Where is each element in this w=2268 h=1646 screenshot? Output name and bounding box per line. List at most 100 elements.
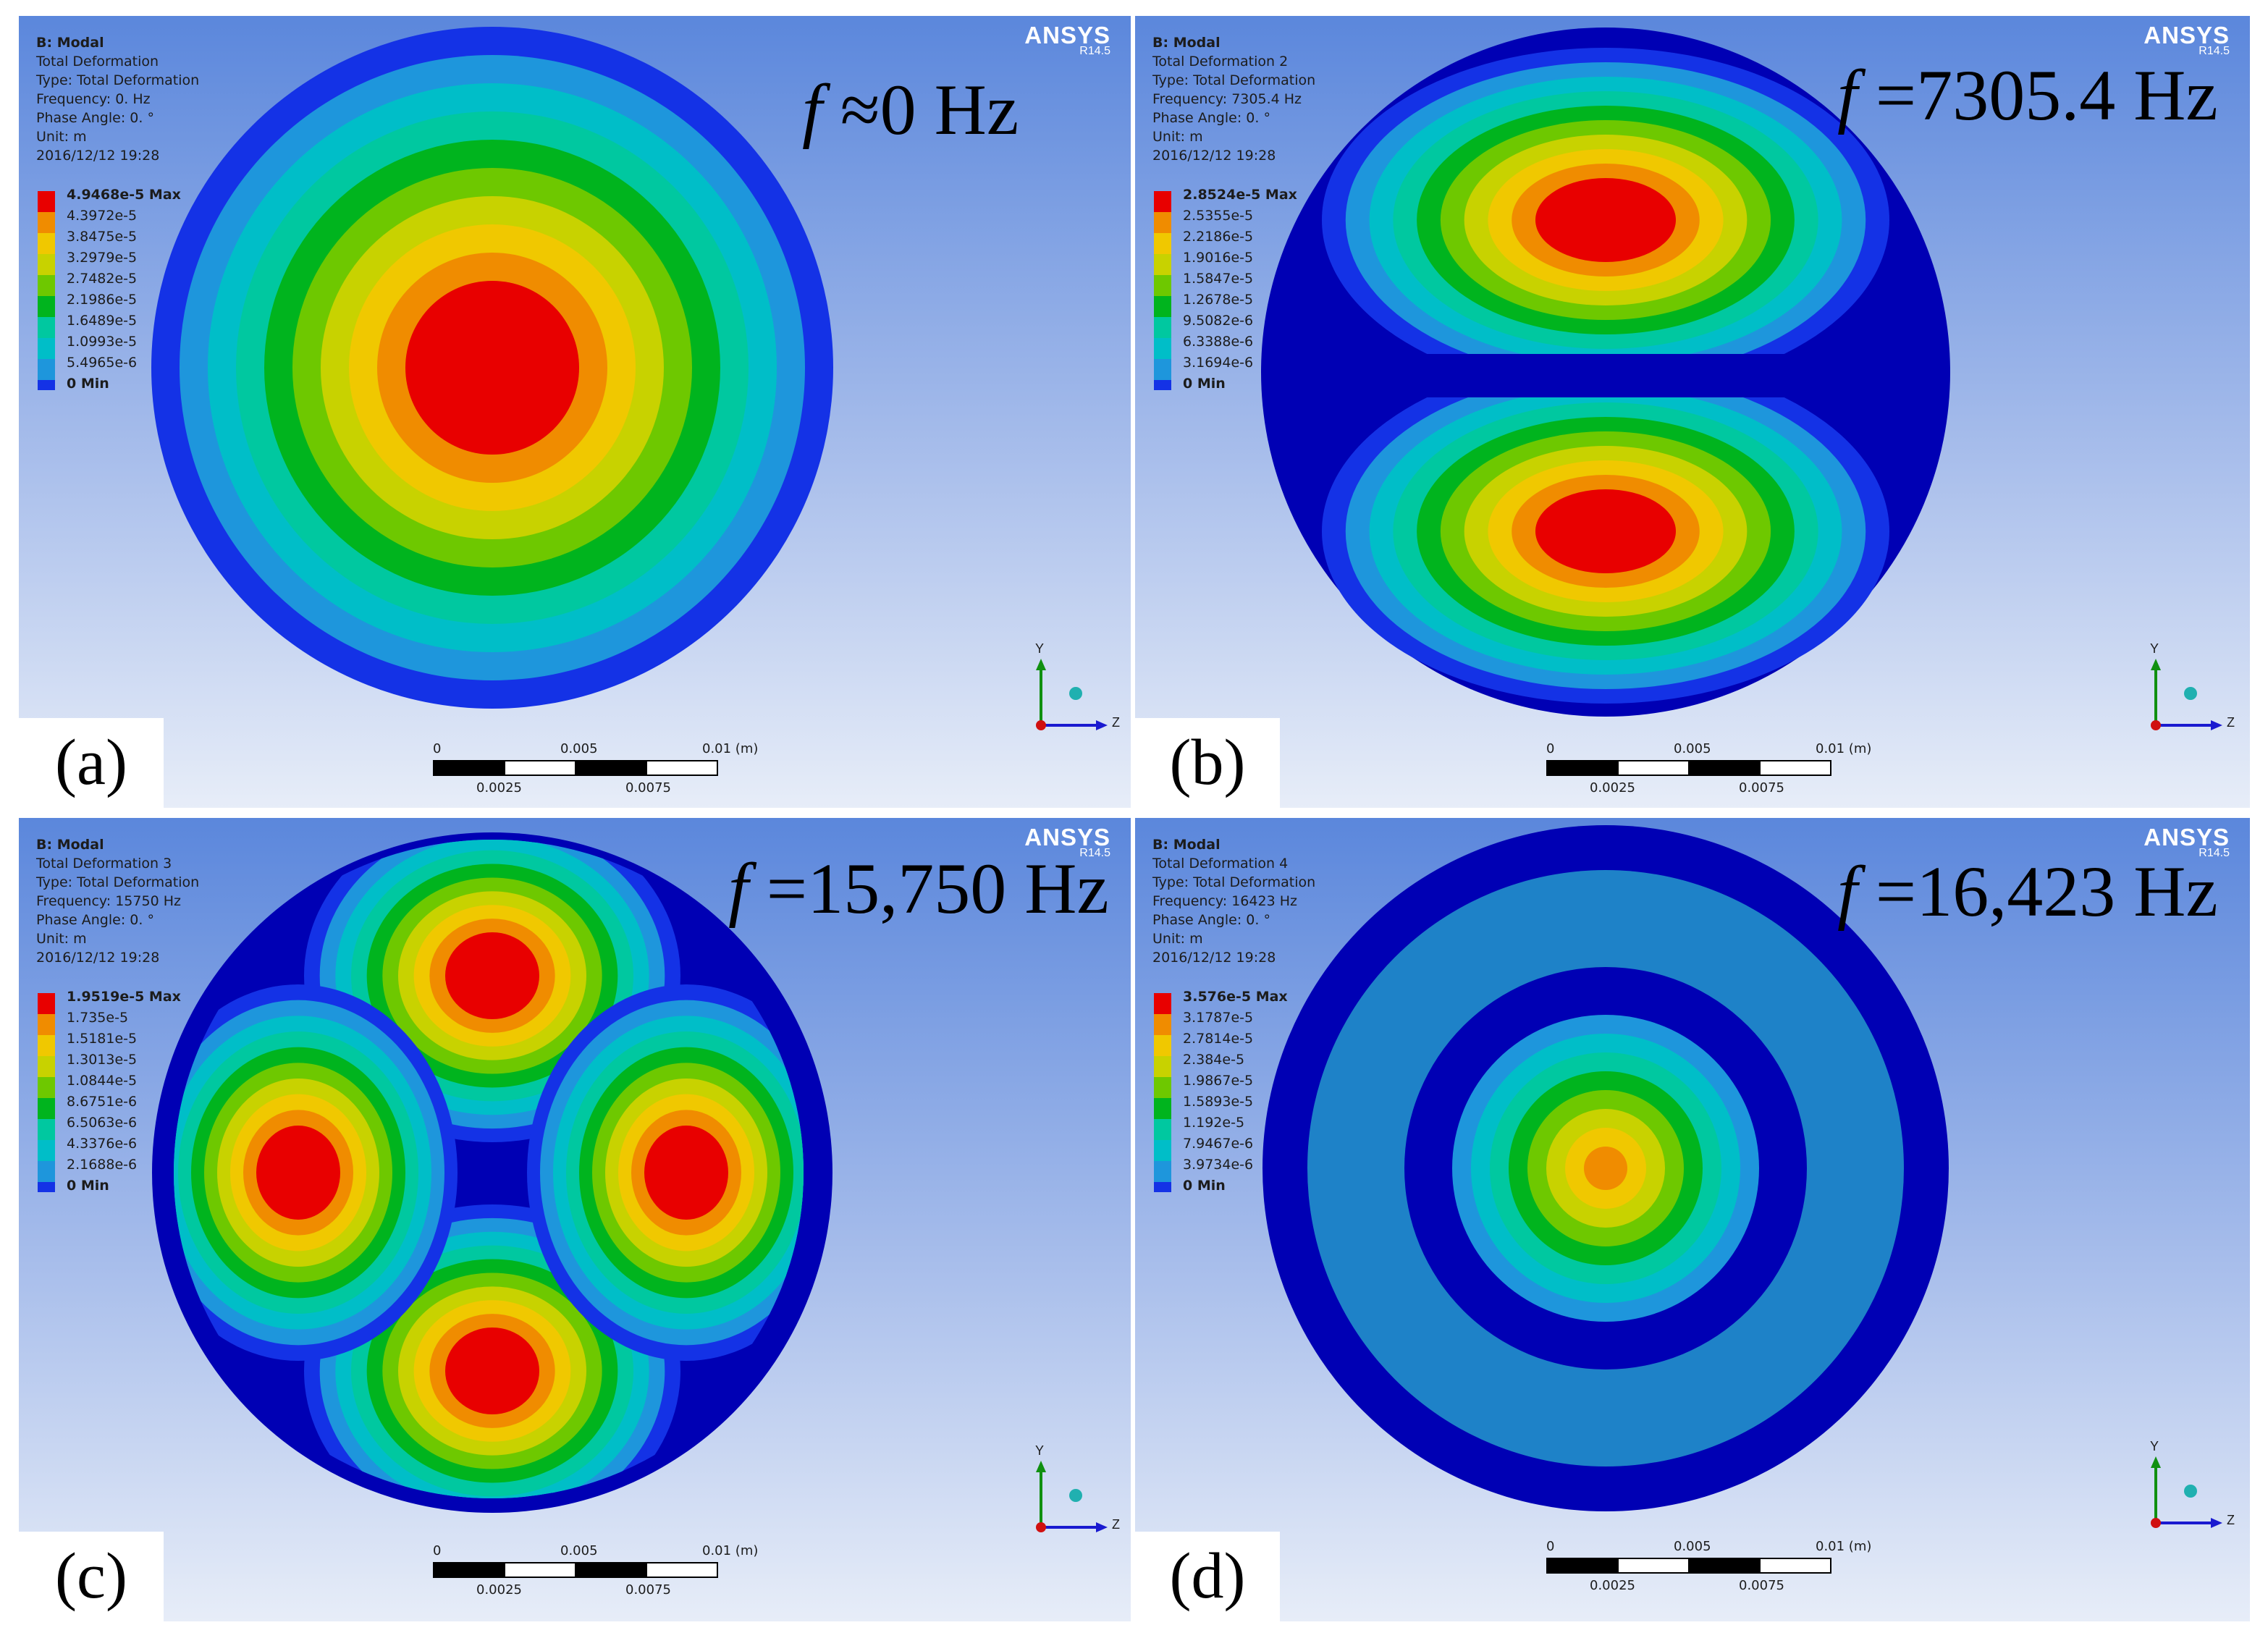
scale-bar: 0 0.005 0.01 (m) 0.0025 0.0075	[433, 741, 758, 799]
legend-label: 1.6489e-5	[67, 313, 138, 329]
legend-label: 3.9734e-6	[1183, 1157, 1254, 1173]
legend-label: 1.735e-5	[67, 1010, 129, 1026]
scale-tick-label: 0.0025	[476, 1582, 522, 1598]
legend-swatch	[1154, 1077, 1171, 1098]
triad-z-label: Z	[2227, 715, 2235, 730]
frequency-annotation: f ≈0 Hz	[802, 68, 1019, 151]
scale-segment	[575, 1562, 647, 1578]
scale-bar: 0 0.005 0.01 (m) 0.0025 0.0075	[1546, 1539, 1871, 1597]
legend-swatch	[38, 233, 55, 254]
brand-version: R14.5	[2199, 45, 2230, 57]
frequency-value: =7305.4 Hz	[1857, 55, 2218, 135]
mode-shape-a	[151, 27, 833, 709]
brand-name: ANSYS	[2143, 824, 2230, 851]
scale-tick-label: 0	[433, 1543, 442, 1558]
header-info: B: Modal Total Deformation 2 Type: Total…	[1152, 33, 1315, 165]
triad-y-label: Y	[2150, 641, 2159, 656]
result-frequency: Frequency: 15750 Hz	[36, 893, 181, 909]
legend-swatch	[38, 993, 55, 1014]
legend-swatch	[1154, 275, 1171, 296]
scale-tick-label: 0	[1546, 1539, 1555, 1554]
frequency-value: =16,423 Hz	[1857, 851, 2218, 932]
scale-segment	[504, 760, 576, 776]
mode-shape-d	[1262, 825, 1949, 1511]
legend-label: 2.384e-5	[1183, 1052, 1245, 1068]
legend-label: 0 Min	[1183, 376, 1226, 392]
legend-swatch	[38, 338, 55, 359]
frequency-symbol: f	[728, 848, 749, 929]
system-label: B: Modal	[1152, 35, 1221, 51]
legend-swatch	[38, 296, 55, 317]
legend-swatch	[38, 191, 55, 212]
triad-graphic	[1036, 659, 1108, 730]
legend-swatch	[1154, 1014, 1171, 1035]
legend-label: 2.1688e-6	[67, 1157, 138, 1173]
legend-label: 1.2678e-5	[1183, 292, 1254, 308]
scale-segment	[433, 1562, 505, 1578]
panel-tag: (d)	[1135, 1532, 1280, 1621]
legend-label: 4.3972e-5	[67, 208, 138, 224]
scale-segment	[646, 760, 718, 776]
legend-swatch	[1154, 191, 1171, 212]
brand-name: ANSYS	[1024, 22, 1110, 48]
legend-label: 9.5082e-6	[1183, 313, 1254, 329]
legend-swatch	[38, 1182, 55, 1192]
legend-label: 6.3388e-6	[1183, 334, 1254, 350]
triad-z-label: Z	[2227, 1513, 2235, 1527]
legend-label: 1.0993e-5	[67, 334, 138, 350]
scale-tick-label: 0.01 (m)	[702, 1543, 759, 1558]
date-label: 2016/12/12 19:28	[1152, 148, 1276, 164]
brand-name: ANSYS	[2143, 22, 2230, 48]
result-type: Type: Total Deformation	[1152, 72, 1316, 88]
header-info: B: Modal Total Deformation 3 Type: Total…	[36, 835, 199, 967]
scale-tick-label: 0.0075	[1739, 1578, 1784, 1593]
panel-tag: (b)	[1135, 718, 1280, 808]
panel-b: B: Modal Total Deformation 2 Type: Total…	[1135, 16, 2250, 808]
scale-segment	[1546, 760, 1619, 776]
panel-tag: (c)	[19, 1532, 164, 1621]
legend-label: 1.9867e-5	[1183, 1073, 1254, 1089]
legend-label: 2.2186e-5	[1183, 229, 1254, 245]
date-label: 2016/12/12 19:28	[36, 148, 160, 164]
legend-label: 0 Min	[67, 376, 109, 392]
frequency-symbol: f	[802, 69, 822, 150]
date-label: 2016/12/12 19:28	[1152, 950, 1276, 966]
ansys-logo: ANSYS R14.5	[2143, 22, 2230, 58]
legend-swatch	[1154, 993, 1171, 1014]
legend-swatch	[38, 1140, 55, 1161]
result-type: Type: Total Deformation	[36, 72, 200, 88]
legend-label: 3.1787e-5	[1183, 1010, 1254, 1026]
triad-z-label: Z	[1112, 1517, 1120, 1532]
triad-graphic	[1036, 1461, 1108, 1532]
legend-label: 2.5355e-5	[1183, 208, 1254, 224]
brand-version: R14.5	[1079, 847, 1110, 859]
legend-label: 6.5063e-6	[67, 1115, 138, 1131]
frequency-annotation: f =15,750 Hz	[728, 847, 1109, 930]
legend-label: 3.8475e-5	[67, 229, 138, 245]
legend-label: 2.1986e-5	[67, 292, 138, 308]
scale-tick-label: 0.0075	[625, 780, 671, 795]
mode-shape-c	[152, 832, 832, 1513]
frequency-value: =15,750 Hz	[748, 848, 1109, 929]
legend-swatch	[1154, 1098, 1171, 1119]
scale-tick-label: 0.0075	[625, 1582, 671, 1598]
scale-segment	[504, 1562, 576, 1578]
scale-tick-label: 0.005	[560, 741, 598, 756]
legend-label: 1.9519e-5 Max	[67, 989, 181, 1005]
system-label: B: Modal	[36, 837, 104, 853]
result-frequency: Frequency: 16423 Hz	[1152, 893, 1297, 909]
frequency-annotation: f =7305.4 Hz	[1837, 54, 2218, 137]
legend-swatch	[38, 1035, 55, 1056]
legend-swatch	[38, 1098, 55, 1119]
legend-swatch	[1154, 317, 1171, 338]
legend-label: 1.0844e-5	[67, 1073, 138, 1089]
legend-label: 1.5181e-5	[67, 1031, 138, 1047]
scale-segment	[575, 760, 647, 776]
legend-swatch	[1154, 1035, 1171, 1056]
legend-swatch	[38, 1161, 55, 1182]
contour-band	[445, 1328, 539, 1414]
panel-tag: (a)	[19, 718, 164, 808]
